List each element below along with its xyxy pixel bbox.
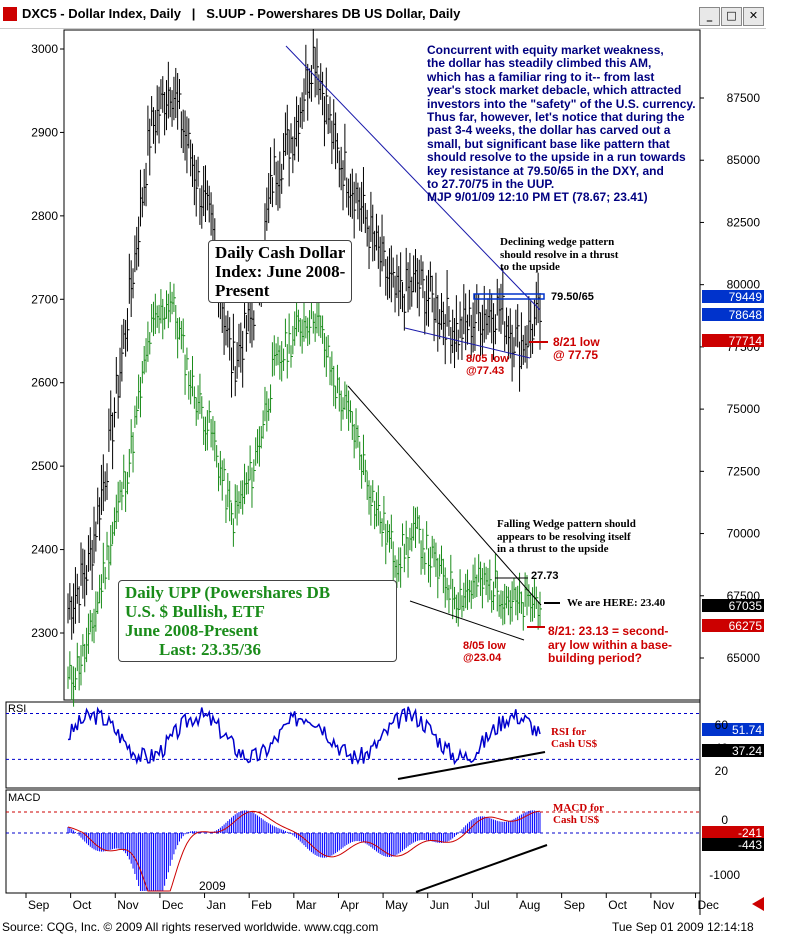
x-tick-label: Sep	[28, 898, 50, 912]
dxy-wedge-upper	[285, 45, 541, 311]
price-tag-bg	[702, 744, 764, 757]
macd-panel-label: MACD	[8, 792, 41, 804]
rsi-panel-label: RSI	[8, 703, 27, 715]
uup-wedge-note: Falling Wedge pattern should appears to b…	[497, 518, 636, 555]
uup-resistance-label: 27.73	[531, 570, 559, 582]
price-tag: 78648	[729, 308, 763, 322]
uup-ytick-label: 80000	[727, 278, 761, 292]
minimize-button[interactable]: _	[699, 7, 720, 26]
dxy-ytick-label: 2700	[31, 292, 58, 306]
price-tag: 77714	[729, 334, 763, 348]
price-tag: 79449	[729, 290, 763, 304]
dxy-ytick-label: 2400	[31, 543, 58, 557]
x-tick-label: Apr	[340, 898, 359, 912]
price-tag-bg	[702, 826, 764, 839]
uup-series	[67, 278, 542, 707]
close-button[interactable]: ✕	[743, 7, 764, 26]
x-tick-label: Aug	[519, 898, 540, 912]
x-tick-label: May	[385, 898, 408, 912]
dxy-ytick-label: 2300	[31, 626, 58, 640]
macd-histogram	[67, 810, 541, 891]
uup-821-low-label: 8/21: 23.13 = second-ary low within a ba…	[548, 624, 673, 665]
price-tag: 51.74	[732, 723, 762, 737]
x-tick-label: Dec	[162, 898, 183, 912]
dxy-series	[67, 25, 542, 640]
x-tick-label: Jun	[430, 898, 449, 912]
dxy-805-low-label: 8/05 low @77.43	[466, 353, 509, 377]
x-tick-label: Mar	[296, 898, 317, 912]
uup-ytick-label: 72500	[727, 464, 761, 478]
uup-ytick-label: 75000	[727, 402, 761, 416]
price-tag-bg	[702, 838, 764, 851]
dxy-wedge-lower	[404, 327, 531, 359]
uup-ytick-label: 70000	[727, 527, 761, 541]
x-tick-label: Nov	[653, 898, 674, 912]
rsi-ytick-label: 20	[715, 764, 729, 778]
price-tag-bg	[702, 334, 764, 347]
macd-trendline	[415, 844, 548, 893]
x-tick-label: Jan	[207, 898, 226, 912]
x-tick-label: Oct	[73, 898, 92, 912]
dxy-title-box: Daily Cash Dollar Index: June 2008- Presen…	[208, 240, 353, 304]
dxy-ytick-label: 2600	[31, 376, 58, 390]
price-tag-bg	[702, 308, 764, 321]
rsi-ytick-label: 40	[715, 741, 729, 755]
macd-ytick-label: 0	[721, 813, 728, 827]
uup-ytick-label: 65000	[727, 651, 761, 665]
window-titlebar: DXC5 - Dollar Index, Daily | S.UUP - Pow…	[0, 0, 766, 29]
rsi-ytick-label: 60	[715, 718, 729, 732]
footer: Source: CQG, Inc. © 2009 All rights rese…	[0, 918, 808, 936]
macd-ytick-label: -1000	[709, 868, 740, 882]
footer-timestamp: Tue Sep 01 2009 12:14:18	[612, 920, 754, 934]
price-tag-bg	[702, 599, 764, 612]
x-tick-label: Oct	[608, 898, 627, 912]
rsi-line	[67, 706, 541, 766]
rsi-trendline	[397, 751, 546, 780]
maximize-button[interactable]: □	[721, 7, 742, 26]
price-tag-bg	[702, 290, 764, 303]
x-tick-label: Feb	[251, 898, 272, 912]
uup-ytick-label: 82500	[727, 215, 761, 229]
price-tag: 37.24	[732, 744, 762, 758]
x-tick-label: Nov	[117, 898, 138, 912]
uup-here-label: We are HERE: 23.40	[567, 597, 666, 609]
app-icon	[3, 7, 17, 21]
price-tag: 66275	[729, 619, 763, 633]
uup-wedge-lower	[409, 600, 525, 641]
price-tag: -443	[738, 838, 762, 852]
uup-ytick-label: 87500	[727, 91, 761, 105]
window-title: DXC5 - Dollar Index, Daily | S.UUP - Pow…	[22, 6, 461, 21]
dxy-resistance-zone	[473, 293, 545, 300]
scroll-left-icon	[752, 897, 764, 911]
dxy-wedge-note: Declining wedge pattern should resolve in…	[500, 236, 619, 273]
uup-wedge-upper	[347, 385, 542, 606]
x-tick-label: Dec	[698, 898, 719, 912]
dxy-ytick-label: 2900	[31, 125, 58, 139]
dxy-821-low-label: 8/21 low @ 77.75	[553, 335, 600, 362]
dxy-resistance-label: 79.50/65	[551, 291, 594, 303]
macd-note: MACD for Cash US$	[553, 802, 605, 826]
dxy-ytick-label: 2500	[31, 459, 58, 473]
uup-title-box: Daily UPP (Powershares DB U.S. $ Bullish,…	[118, 580, 397, 663]
uup-805-low-label: 8/05 low @23.04	[463, 640, 506, 664]
x-tick-label: Jul	[474, 898, 489, 912]
rsi-note: RSI for Cash US$	[551, 726, 598, 750]
dxy-ytick-label: 2800	[31, 209, 58, 223]
price-tag-bg	[702, 619, 764, 632]
macd-signal-line	[67, 810, 541, 892]
price-tag: -241	[738, 826, 762, 840]
price-tag: 67035	[729, 599, 763, 613]
x-tick-label: Sep	[564, 898, 586, 912]
footer-source: Source: CQG, Inc. © 2009 All rights rese…	[2, 920, 379, 934]
year-label: 2009	[199, 879, 226, 893]
dxy-ytick-label: 3000	[31, 42, 58, 56]
price-tag-bg	[702, 723, 764, 736]
uup-ytick-label: 85000	[727, 153, 761, 167]
commentary: Concurrent with equity market weakness, t…	[427, 43, 696, 205]
